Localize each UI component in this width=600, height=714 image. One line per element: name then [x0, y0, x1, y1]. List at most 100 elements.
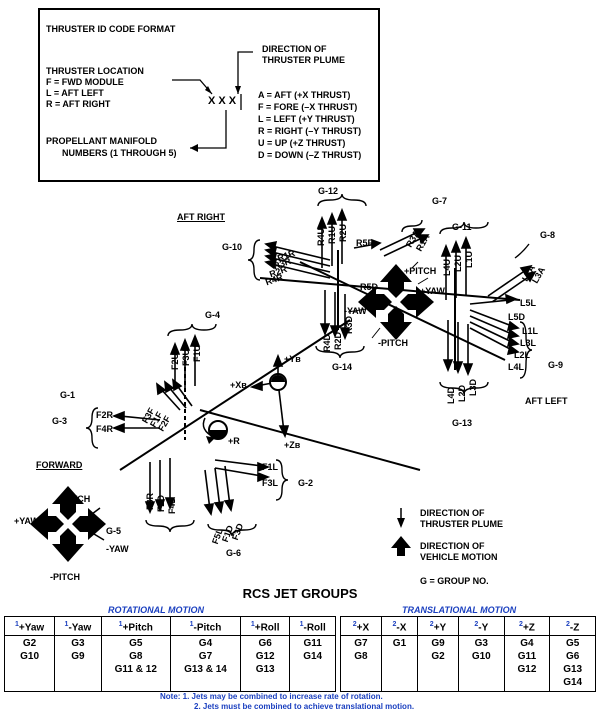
code-glyph: X X X — [208, 95, 237, 107]
rotational-table: 1+Yaw 1-Yaw 1+Pitch 1-Pitch 1+Roll 1-Rol… — [3, 615, 336, 693]
group-g4: G-4 — [205, 310, 221, 320]
thruster-r2d: R2D — [333, 331, 343, 350]
aft-right-label: AFT RIGHT — [177, 212, 225, 222]
aft-plus-pitch: +PITCH — [404, 266, 437, 276]
rot-groups-5: G11 G14 — [289, 635, 336, 693]
aft-plus-yaw: +YAW — [420, 286, 445, 296]
group-g3: G-3 — [52, 416, 68, 426]
thruster-f3r: F3R — [145, 492, 155, 510]
group-g13: G-13 — [452, 418, 473, 428]
thruster-f1l: F1L — [262, 462, 279, 472]
aft-diag-line — [299, 261, 506, 361]
thruster-f3u: F3U — [181, 348, 191, 366]
thruster-f3l: F3L — [262, 478, 279, 488]
thruster-f1u: F1U — [192, 344, 202, 362]
thruster-l2d: L2D — [457, 384, 467, 402]
rot-head-0: 1+Yaw — [3, 615, 56, 637]
fwd-plus-pitch: +PITCH — [58, 494, 91, 504]
thruster-id-legend: THRUSTER ID CODE FORMAT THRUSTER LOCATIO… — [38, 8, 380, 182]
key-plume-label: DIRECTION OF — [420, 508, 485, 518]
trans-head-1: 2-X — [380, 615, 419, 637]
trans-head-2: 2+Y — [417, 615, 459, 637]
group-g7: G-7 — [432, 196, 448, 206]
thruster-r1u: R1U — [327, 225, 337, 244]
body-axis-line — [119, 319, 351, 471]
fwd-minus-pitch: -PITCH — [50, 572, 80, 582]
body-origin-symbols — [202, 373, 287, 444]
group-g6: G-6 — [226, 548, 242, 558]
translational-motion-title: TRANSLATIONAL MOTION — [402, 605, 517, 615]
trans-head-3: 2-Y — [457, 615, 505, 637]
group-g1: G-1 — [60, 390, 76, 400]
group-g12: G-12 — [318, 186, 339, 196]
direction-a: A = AFT (+X THRUST) — [258, 90, 351, 100]
rot-groups-1: G3 G9 — [54, 635, 102, 693]
location-f: F = FWD MODULE — [46, 77, 124, 87]
group-g10: G-10 — [222, 242, 243, 252]
manifold-title: PROPELLANT MANIFOLD — [46, 136, 157, 146]
table-title: RCS JET GROUPS — [242, 586, 358, 601]
rcs-thruster-diagram — [30, 193, 537, 562]
key-motion-label: DIRECTION OF — [420, 541, 485, 551]
thruster-l5l: L5L — [520, 298, 537, 308]
thruster-f4d: F4D — [167, 496, 177, 514]
rot-groups-2: G5 G8 G11 & 12 — [100, 635, 171, 693]
rotational-motion-title: ROTATIONAL MOTION — [108, 605, 204, 615]
axis-yb: +Yв — [284, 354, 301, 364]
note-1: Note: 1. Jets may be combined to increas… — [160, 692, 383, 701]
rot-head-1: 1-Yaw — [54, 615, 102, 637]
diagram-key-symbols — [391, 508, 411, 556]
thruster-r5r: R5R — [356, 238, 375, 248]
trans-groups-1: G1 — [380, 635, 419, 693]
axis-zb: +Zв — [284, 440, 301, 450]
group-g8: G-8 — [540, 230, 556, 240]
direction-title-2: THRUSTER PLUME — [262, 55, 345, 65]
trans-head-4: 2+Z — [503, 615, 551, 637]
thruster-l2u: L2U — [453, 254, 463, 272]
thruster-l4l: L4L — [508, 362, 525, 372]
thruster-l1l: L1L — [522, 326, 539, 336]
thruster-f2r: F2R — [96, 410, 114, 420]
direction-f: F = FORE (–X THRUST) — [258, 102, 358, 112]
thruster-r5d: R5D — [360, 282, 379, 292]
thruster-r4d: R4D — [322, 333, 332, 352]
trans-groups-0: G7 G8 — [340, 635, 382, 693]
aft-left-label: AFT LEFT — [525, 396, 568, 406]
thruster-l3l: L3L — [520, 338, 537, 348]
group-g14: G-14 — [332, 362, 353, 372]
location-r: R = AFT RIGHT — [46, 99, 111, 109]
trans-groups-3: G3 G10 — [457, 635, 505, 693]
thruster-f2u: F2U — [170, 352, 180, 370]
trans-groups-5: G5 G6 G13 G14 — [549, 635, 596, 693]
group-g11: G-11 — [452, 222, 472, 232]
aft-minus-yaw: -YAW — [344, 306, 367, 316]
thruster-f4r: F4R — [96, 424, 114, 434]
group-g2: G-2 — [298, 478, 314, 488]
forward-label: FORWARD — [36, 460, 83, 470]
direction-u: U = UP (+Z THRUST) — [258, 138, 346, 148]
fwd-minus-yaw: -YAW — [106, 544, 129, 554]
fwd-cross-line — [199, 409, 421, 471]
key-group-label: G = GROUP NO. — [420, 576, 489, 586]
trans-groups-2: G9 G2 — [417, 635, 459, 693]
trans-head-0: 2+X — [340, 615, 382, 637]
rot-head-3: 1-Pitch — [169, 615, 242, 637]
location-title: THRUSTER LOCATION — [46, 66, 144, 76]
thruster-l3d: L3D — [468, 378, 478, 396]
rot-groups-4: G6 G12 G13 — [240, 635, 291, 693]
thruster-l4u: L4U — [442, 258, 452, 276]
trans-groups-4: G4 G11 G12 — [503, 635, 551, 693]
direction-d: D = DOWN (–Z THRUST) — [258, 150, 362, 160]
legend-heading: THRUSTER ID CODE FORMAT — [46, 24, 176, 34]
rot-groups-0: G2 G10 — [3, 635, 56, 693]
group-g5: G-5 — [106, 526, 122, 536]
thruster-r3d: R3D — [344, 315, 354, 334]
direction-title: DIRECTION OF — [262, 44, 327, 54]
legend-leader-lines — [172, 51, 253, 152]
thruster-r2u: R2U — [338, 223, 348, 242]
direction-l: L = LEFT (+Y THRUST) — [258, 114, 355, 124]
rot-groups-3: G4 G7 G13 & 14 — [169, 635, 242, 693]
axis-r: +R — [228, 436, 240, 446]
thruster-f2d: F2D — [156, 494, 166, 512]
thruster-r4u: R4U — [316, 227, 326, 246]
